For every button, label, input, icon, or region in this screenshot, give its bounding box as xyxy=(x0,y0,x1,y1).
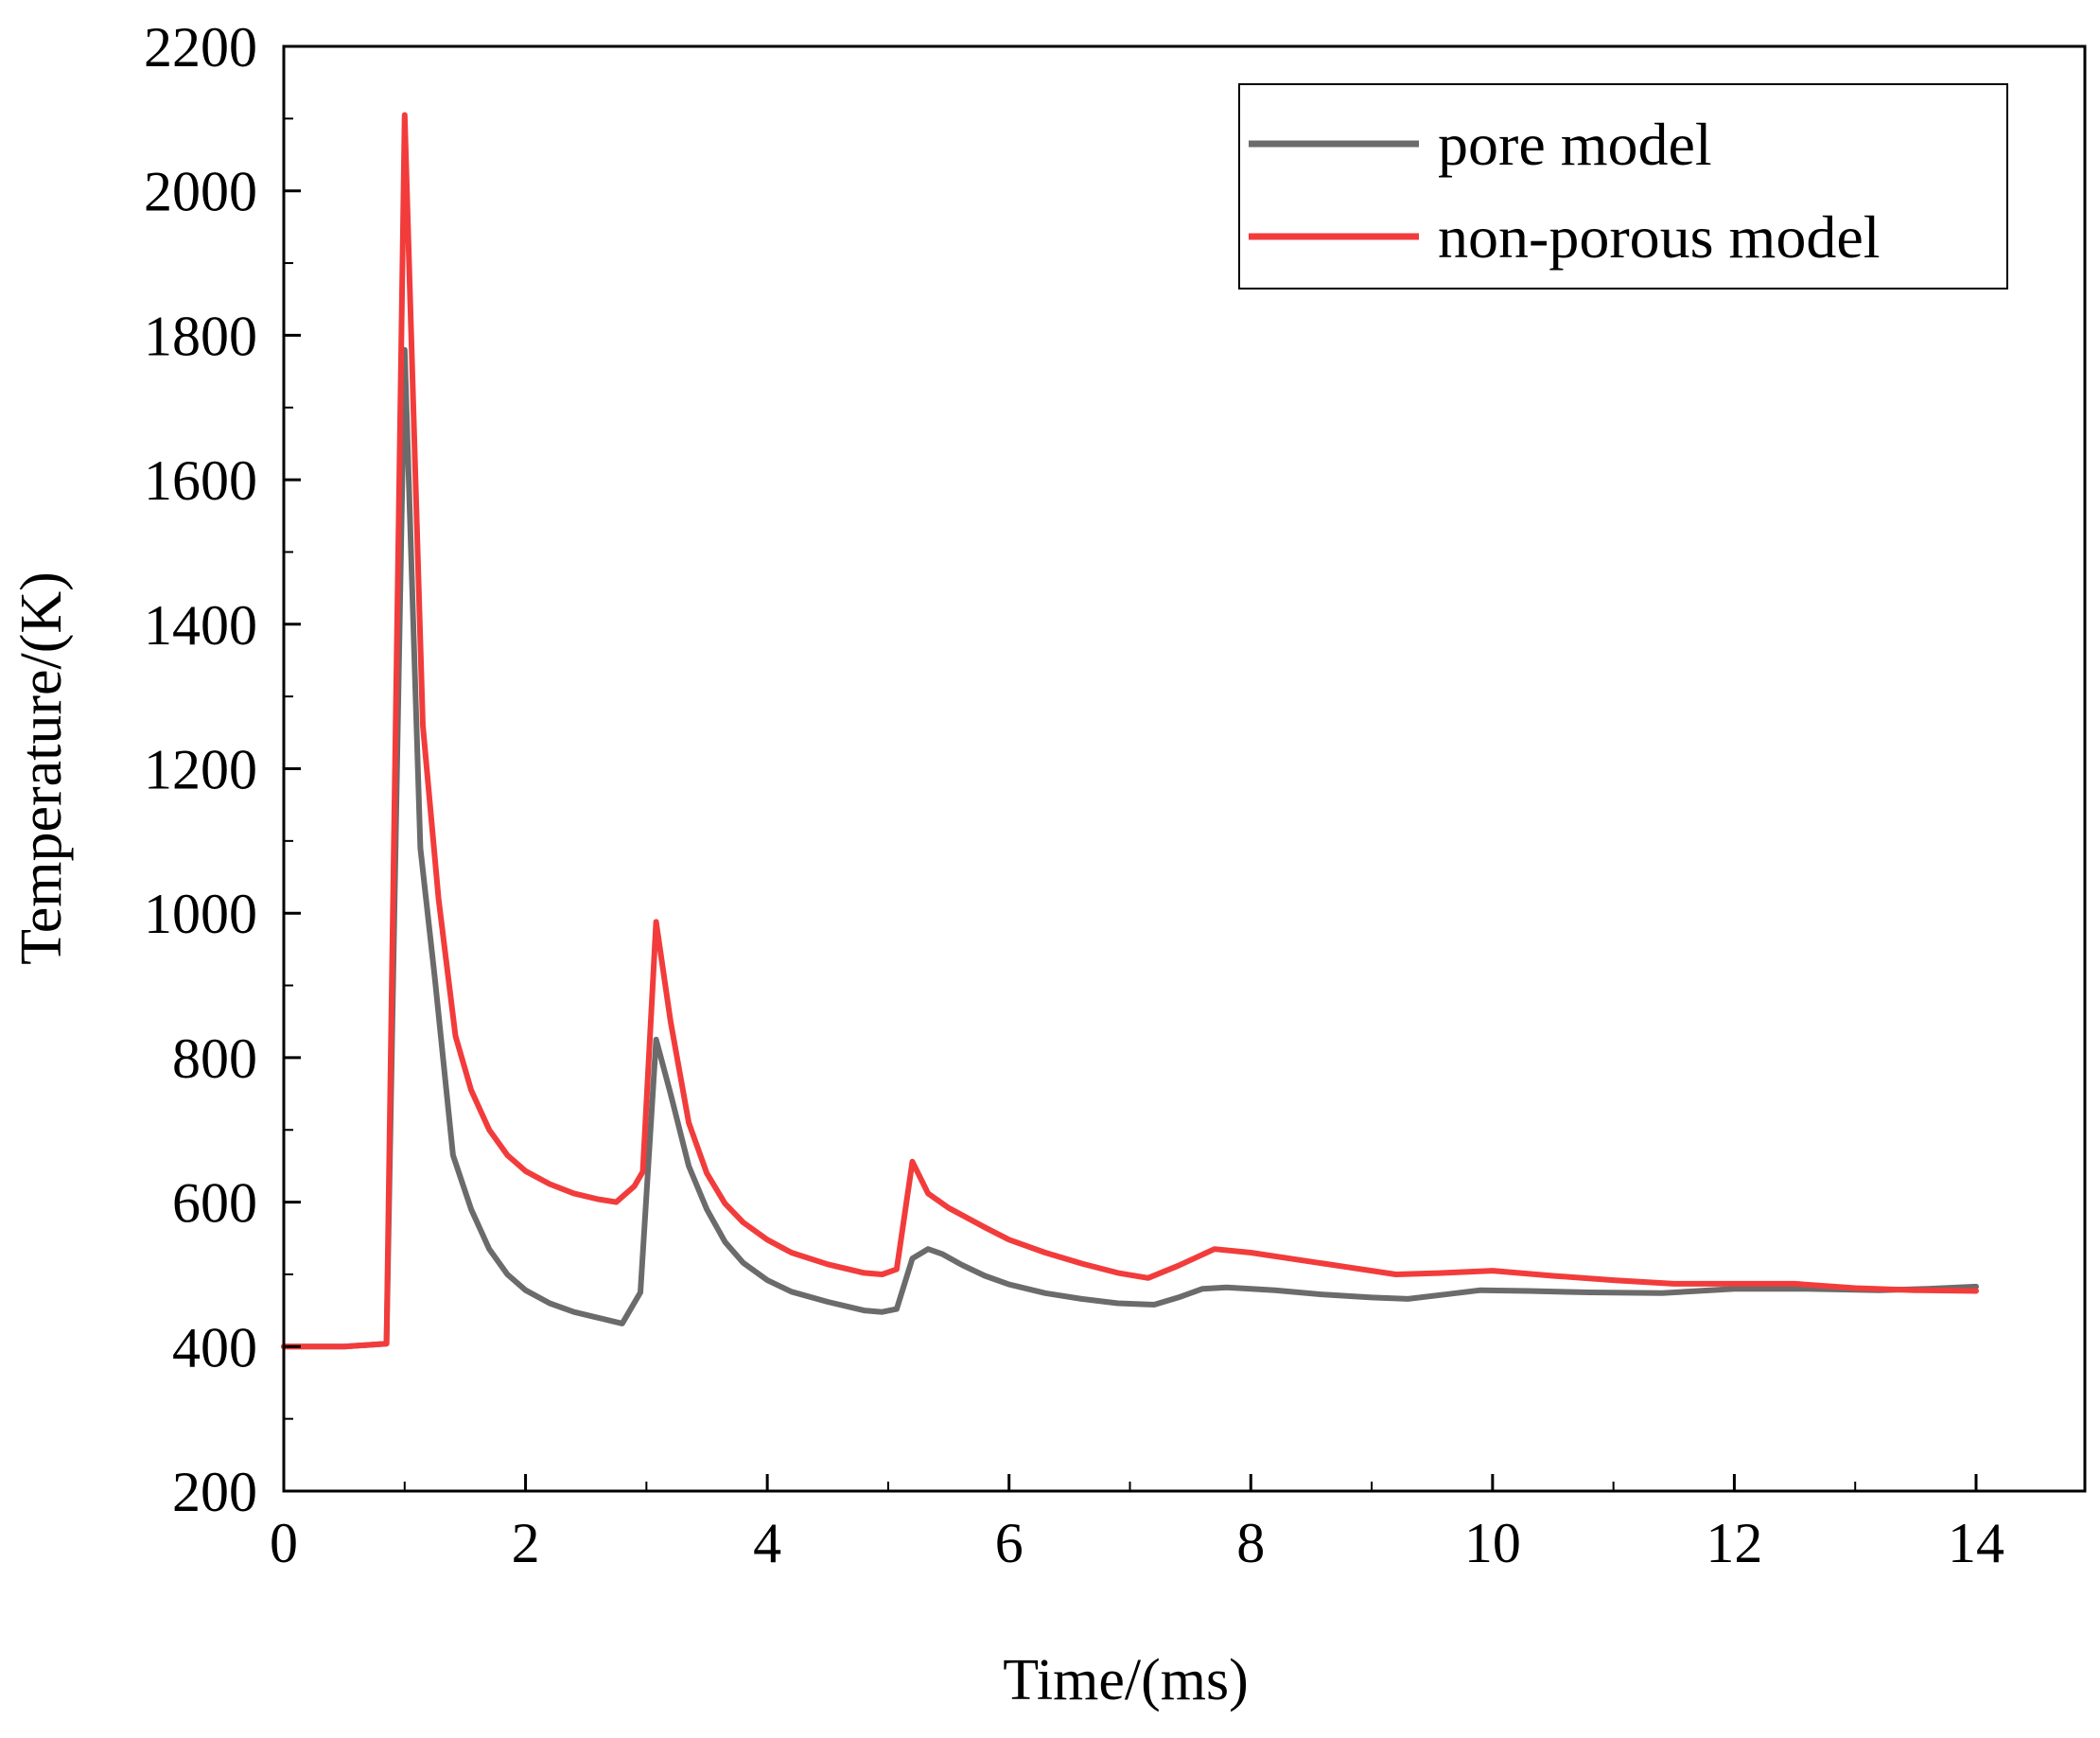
ticks-layer: 0 2 4 6 8 10 12 14 200 400 600 800 1000 1200 1400 1600 1… xyxy=(144,16,2004,1574)
series-layer xyxy=(281,112,1979,1350)
x-tick-label: 14 xyxy=(1948,1512,2004,1574)
x-tick-label: 0 xyxy=(270,1512,298,1574)
plot-frame xyxy=(282,44,2087,1493)
y-tick-label: 1200 xyxy=(144,739,257,801)
y-tick-label: 800 xyxy=(172,1027,257,1090)
x-tick-label: 2 xyxy=(512,1512,540,1574)
x-tick-label: 4 xyxy=(753,1512,781,1574)
x-tick-label: 8 xyxy=(1236,1512,1265,1574)
series-line-non-porous-model xyxy=(281,112,1979,1350)
x-tick-label: 12 xyxy=(1706,1512,1762,1574)
x-tick-label: 6 xyxy=(995,1512,1024,1574)
y-tick-label: 2200 xyxy=(144,16,257,79)
y-tick-label: 200 xyxy=(172,1461,257,1523)
y-tick-label: 400 xyxy=(172,1316,257,1378)
legend-label-pore-model: pore model xyxy=(1438,111,1712,178)
y-tick-label: 1000 xyxy=(144,883,257,945)
legend: pore model non-porous model xyxy=(1238,83,2008,290)
x-tick-label: 10 xyxy=(1464,1512,1521,1574)
legend-label-non-porous-model: non-porous model xyxy=(1438,203,1881,271)
y-axis-label: Temperature/(K) xyxy=(9,571,74,965)
y-tick-label: 1400 xyxy=(144,594,257,657)
y-tick-label: 1600 xyxy=(144,449,257,512)
legend-box xyxy=(1238,83,2008,290)
y-tick-label: 2000 xyxy=(144,161,257,223)
y-tick-label: 1800 xyxy=(144,305,257,367)
series-line-pore-model xyxy=(281,346,1979,1350)
y-tick-label: 600 xyxy=(172,1172,257,1235)
x-axis-label: Time/(ms) xyxy=(1003,1648,1249,1712)
